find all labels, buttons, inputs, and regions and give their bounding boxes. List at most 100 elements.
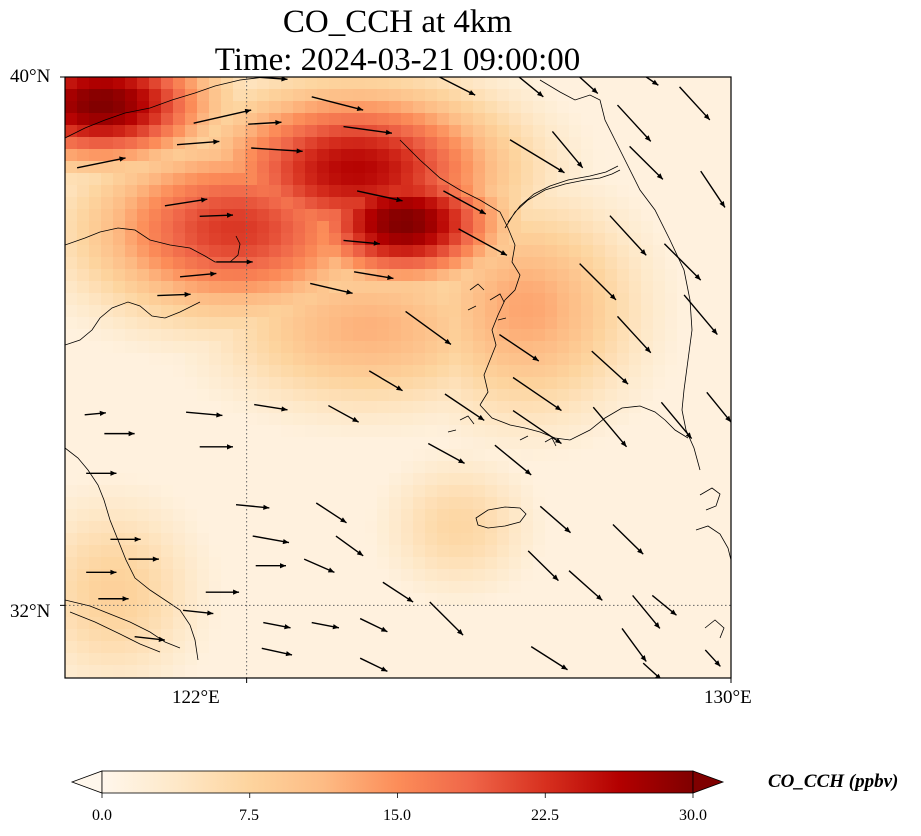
co-field-cell [137, 353, 150, 366]
co-field-cell [665, 485, 678, 498]
co-field-cell [89, 533, 102, 546]
co-field-cell [269, 113, 282, 126]
co-field-cell [629, 209, 642, 222]
co-field-cell [509, 341, 522, 354]
co-field-cell [701, 137, 714, 150]
co-field-cell [101, 149, 114, 162]
co-field-cell [545, 521, 558, 534]
co-field-cell [689, 173, 702, 186]
co-field-cell [161, 557, 174, 570]
co-field-cell [305, 617, 318, 630]
co-field-cell [437, 209, 450, 222]
co-field-cell [425, 413, 438, 426]
co-field-cell [545, 581, 558, 594]
co-field-cell [341, 605, 354, 618]
co-field-cell [509, 401, 522, 414]
co-field-cell [605, 629, 618, 642]
co-field-cell [113, 353, 126, 366]
co-field-cell [197, 365, 210, 378]
co-field-cell [617, 521, 630, 534]
wind-arrow [311, 96, 364, 112]
co-field-cell [365, 377, 378, 390]
co-field-cell [473, 125, 486, 138]
co-field-cell [641, 161, 654, 174]
co-field-cell [437, 137, 450, 150]
co-field-cell [365, 113, 378, 126]
co-field-cell [389, 545, 402, 558]
co-field-cell [389, 425, 402, 438]
co-field-cell [389, 593, 402, 606]
co-field-cell [689, 509, 702, 522]
map-frame [64, 76, 732, 679]
co-field-cell [533, 509, 546, 522]
co-field-cell [233, 305, 246, 318]
co-field-cell [689, 413, 702, 426]
co-field-cell [377, 389, 390, 402]
co-field-cell [401, 101, 414, 114]
co-field-cell [677, 425, 690, 438]
co-field-cell [221, 545, 234, 558]
co-field-cell [713, 89, 726, 102]
co-field-cell [689, 641, 702, 654]
co-field-cell [149, 581, 162, 594]
co-field-cell [689, 437, 702, 450]
co-field-cell [701, 185, 714, 198]
co-field-cell [113, 413, 126, 426]
co-field-cell [653, 521, 666, 534]
co-field-cell [485, 677, 498, 678]
co-field-cell [533, 317, 546, 330]
co-field-cell [665, 269, 678, 282]
co-field-cell [653, 545, 666, 558]
co-field-cell [305, 149, 318, 162]
wind-arrow [193, 108, 252, 124]
co-field-cell [701, 653, 714, 666]
co-field-cell [677, 641, 690, 654]
co-field-cell [665, 365, 678, 378]
co-field-cell [581, 557, 594, 570]
co-field-cell [257, 257, 270, 270]
co-field-cell [461, 449, 474, 462]
co-field-cell [401, 485, 414, 498]
co-field-cell [701, 509, 714, 522]
co-field-cell [545, 77, 558, 90]
co-field-cell [425, 305, 438, 318]
co-field-cell [269, 437, 282, 450]
co-field-cell [521, 233, 534, 246]
co-field-cell [497, 185, 510, 198]
co-field-cell [605, 317, 618, 330]
colorbar-gradient [101, 770, 694, 794]
co-field-cell [221, 485, 234, 498]
co-field-cell [293, 293, 306, 306]
co-field-cell [341, 449, 354, 462]
co-field-cell [653, 377, 666, 390]
co-field-cell [293, 341, 306, 354]
co-field-cell [509, 185, 522, 198]
co-field-cell [77, 617, 90, 630]
co-field-cell [461, 353, 474, 366]
co-field-cell [665, 581, 678, 594]
co-field-cell [77, 377, 90, 390]
co-field-cell [305, 197, 318, 210]
co-field-cell [617, 389, 630, 402]
co-field-cell [245, 77, 258, 90]
co-field-cell [557, 257, 570, 270]
co-field-cell [149, 545, 162, 558]
co-field-cell [617, 209, 630, 222]
co-field-cell [389, 341, 402, 354]
co-field-cell [197, 329, 210, 342]
co-field-cell [269, 245, 282, 258]
co-field-cell [197, 581, 210, 594]
co-field-cell [149, 485, 162, 498]
map-plot-area[interactable] [65, 57, 738, 689]
co-field-cell [125, 245, 138, 258]
co-field-cell [341, 185, 354, 198]
co-field-cell [329, 389, 342, 402]
co-field-cell [653, 89, 666, 102]
co-field-cell [713, 641, 726, 654]
co-field-cell [449, 437, 462, 450]
co-field-cell [689, 449, 702, 462]
co-field-cell [353, 497, 366, 510]
co-field-cell [293, 281, 306, 294]
co-field-cell [329, 593, 342, 606]
co-field-cell [221, 245, 234, 258]
